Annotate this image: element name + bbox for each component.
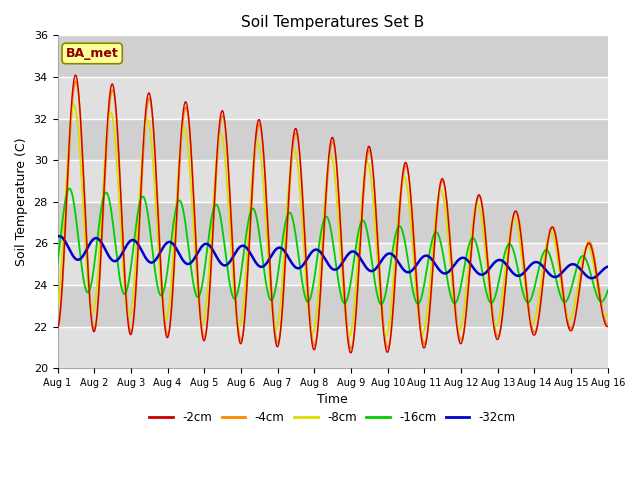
-8cm: [382, 334, 390, 339]
-32cm: [54, 234, 61, 240]
-32cm: [604, 264, 612, 269]
-32cm: [82, 248, 90, 254]
-2cm: [488, 302, 495, 308]
Y-axis label: Soil Temperature (C): Soil Temperature (C): [15, 137, 28, 266]
-8cm: [54, 302, 61, 308]
-2cm: [307, 330, 315, 336]
-4cm: [588, 244, 596, 250]
X-axis label: Time: Time: [317, 394, 348, 407]
-16cm: [588, 276, 596, 282]
-32cm: [321, 257, 329, 263]
-8cm: [70, 102, 78, 108]
-2cm: [347, 350, 355, 356]
Legend: -2cm, -4cm, -8cm, -16cm, -32cm: -2cm, -4cm, -8cm, -16cm, -32cm: [145, 407, 521, 429]
-8cm: [82, 251, 90, 257]
-16cm: [307, 294, 315, 300]
-4cm: [488, 297, 495, 303]
-8cm: [589, 256, 596, 262]
-2cm: [321, 201, 329, 207]
-16cm: [321, 214, 329, 220]
-16cm: [488, 300, 495, 306]
Bar: [58, 285, 608, 326]
-2cm: [82, 226, 90, 231]
-16cm: [54, 260, 61, 265]
-32cm: [588, 276, 596, 281]
Bar: [58, 77, 608, 119]
-4cm: [321, 208, 329, 214]
Line: -4cm: -4cm: [58, 81, 608, 348]
Bar: [58, 119, 608, 160]
-16cm: [604, 288, 612, 293]
-8cm: [307, 326, 315, 332]
-2cm: [604, 324, 612, 329]
Bar: [58, 160, 608, 202]
-16cm: [378, 301, 385, 307]
-32cm: [589, 275, 596, 281]
-2cm: [589, 248, 596, 254]
-4cm: [589, 245, 596, 251]
Bar: [58, 202, 608, 243]
-4cm: [307, 324, 315, 330]
-2cm: [72, 72, 79, 78]
-16cm: [589, 277, 596, 283]
Line: -32cm: -32cm: [58, 236, 608, 278]
-4cm: [54, 324, 61, 329]
-16cm: [82, 287, 90, 293]
-2cm: [54, 325, 61, 331]
-32cm: [487, 264, 495, 269]
-8cm: [488, 306, 495, 312]
Bar: [58, 243, 608, 285]
-4cm: [604, 322, 612, 327]
Bar: [58, 36, 608, 77]
Line: -2cm: -2cm: [58, 75, 608, 353]
-32cm: [588, 276, 595, 281]
-8cm: [604, 312, 612, 318]
-4cm: [347, 346, 355, 351]
-4cm: [82, 221, 90, 227]
Line: -8cm: -8cm: [58, 105, 608, 336]
-32cm: [56, 233, 63, 239]
Title: Soil Temperatures Set B: Soil Temperatures Set B: [241, 15, 424, 30]
-16cm: [65, 186, 73, 192]
-4cm: [72, 78, 79, 84]
Text: BA_met: BA_met: [66, 47, 118, 60]
-8cm: [588, 254, 596, 260]
Bar: [58, 326, 608, 368]
-8cm: [321, 189, 329, 195]
-2cm: [588, 247, 596, 253]
Line: -16cm: -16cm: [58, 189, 608, 304]
-32cm: [307, 251, 315, 256]
